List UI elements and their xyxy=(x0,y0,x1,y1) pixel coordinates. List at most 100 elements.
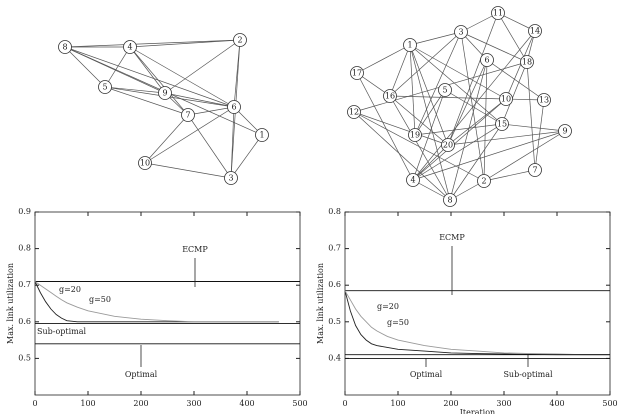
node-label: 7 xyxy=(185,111,190,120)
plot-frame xyxy=(34,211,301,396)
graph-edge xyxy=(447,12,499,146)
y-tick-label: 0.8 xyxy=(328,207,341,216)
graph-edge xyxy=(460,31,528,63)
graph-node xyxy=(158,86,172,100)
y-tick-label: 0.9 xyxy=(18,207,31,216)
graph-edge xyxy=(497,12,528,63)
x-tick-label: 400 xyxy=(239,399,254,408)
graph-node xyxy=(499,92,513,106)
node-label: 6 xyxy=(231,103,236,112)
graph-edge xyxy=(389,95,451,201)
graph-edge xyxy=(104,46,131,88)
graph-edge xyxy=(144,114,189,164)
node-label: 10 xyxy=(501,95,511,104)
node-label: 17 xyxy=(352,69,362,78)
x-tick-label: 0 xyxy=(342,399,347,408)
graph-edge xyxy=(449,59,488,201)
node-label: 8 xyxy=(62,43,67,52)
graph-edge xyxy=(389,31,462,97)
annotation: g=50 xyxy=(387,318,409,327)
annotation: Optimal xyxy=(125,370,158,379)
graph-edge xyxy=(64,46,235,108)
node-label: 4 xyxy=(127,43,132,52)
annotation: g=50 xyxy=(89,295,111,304)
node-label: 3 xyxy=(228,174,233,183)
graph-edge xyxy=(409,44,451,201)
graph-node xyxy=(383,89,397,103)
graph-edge xyxy=(64,39,241,48)
annotation: ECMP xyxy=(439,233,465,242)
graph-node xyxy=(520,55,534,69)
graph-edge xyxy=(412,98,507,181)
graph-node xyxy=(408,128,422,142)
graph-edge xyxy=(353,111,485,182)
node-label: 8 xyxy=(447,196,452,205)
graph-edge xyxy=(486,59,545,101)
x-tick-label: 300 xyxy=(186,399,201,408)
graph-node xyxy=(98,80,112,94)
y-tick-label: 0.8 xyxy=(18,244,31,253)
x-tick-label: 300 xyxy=(496,399,511,408)
graph-node xyxy=(443,193,457,207)
node-label: 1 xyxy=(259,131,264,140)
graph-edge xyxy=(444,89,503,125)
node-label: 10 xyxy=(140,159,150,168)
node-label: 13 xyxy=(539,96,549,105)
graph-node xyxy=(227,100,241,114)
node-label: 11 xyxy=(493,9,503,18)
graph-edge xyxy=(64,46,106,88)
graph-edge xyxy=(356,72,414,181)
y-tick-label: 0.6 xyxy=(18,317,31,326)
x-tick-label: 500 xyxy=(602,399,617,408)
y-tick-label: 0.7 xyxy=(328,244,341,253)
graph-edge xyxy=(483,130,566,182)
graph-node xyxy=(477,174,491,188)
graph-edge xyxy=(505,30,536,100)
graph-edge xyxy=(409,44,503,125)
node-label: 7 xyxy=(532,166,537,175)
graph-edge xyxy=(460,12,499,33)
graph-edge xyxy=(129,39,241,48)
graph-edge xyxy=(414,31,462,136)
chart: 0 100 200 300 400 500 0.4 0.5 0.6 0.7 0.8 Max. link… xyxy=(316,207,618,414)
graph-edge xyxy=(144,106,235,164)
graph-node xyxy=(558,124,572,138)
graph-edge xyxy=(501,123,566,132)
graph-edge xyxy=(412,123,503,181)
graph-edge xyxy=(389,95,449,146)
graph-edge xyxy=(129,46,189,116)
node-label: 6 xyxy=(484,56,489,65)
y-axis-label: Max. link utilization xyxy=(6,263,15,344)
graph-node xyxy=(495,117,509,131)
y-tick-label: 0.6 xyxy=(328,280,341,289)
graph-node xyxy=(406,173,420,187)
graph-edge xyxy=(483,59,488,182)
graph-node xyxy=(123,40,137,54)
graph-edge xyxy=(447,59,488,146)
node-label: 3 xyxy=(458,28,463,37)
graph-edge xyxy=(412,179,451,201)
graph-node xyxy=(224,171,238,185)
graph-edge xyxy=(353,111,451,201)
graph-edge xyxy=(187,106,235,116)
x-tick-label: 500 xyxy=(292,399,307,408)
graph-edge xyxy=(230,106,235,179)
x-tick-label: 200 xyxy=(133,399,148,408)
y-tick-label: 0.5 xyxy=(18,353,31,362)
node-label: 18 xyxy=(522,58,532,67)
graph-node xyxy=(537,93,551,107)
annotation: Sub-optimal xyxy=(37,327,87,336)
graph-edge xyxy=(129,46,235,108)
node-label: 16 xyxy=(385,92,395,101)
node-label: 2 xyxy=(237,36,242,45)
series-line xyxy=(344,290,610,356)
graph-node xyxy=(181,108,195,122)
node-label: 9 xyxy=(162,89,167,98)
x-tick-label: 100 xyxy=(80,399,95,408)
graph-edge xyxy=(230,134,263,179)
graph-node xyxy=(528,24,542,38)
graph-edge xyxy=(356,44,411,74)
graph-edge xyxy=(164,92,235,108)
annotation: g=20 xyxy=(377,302,399,311)
